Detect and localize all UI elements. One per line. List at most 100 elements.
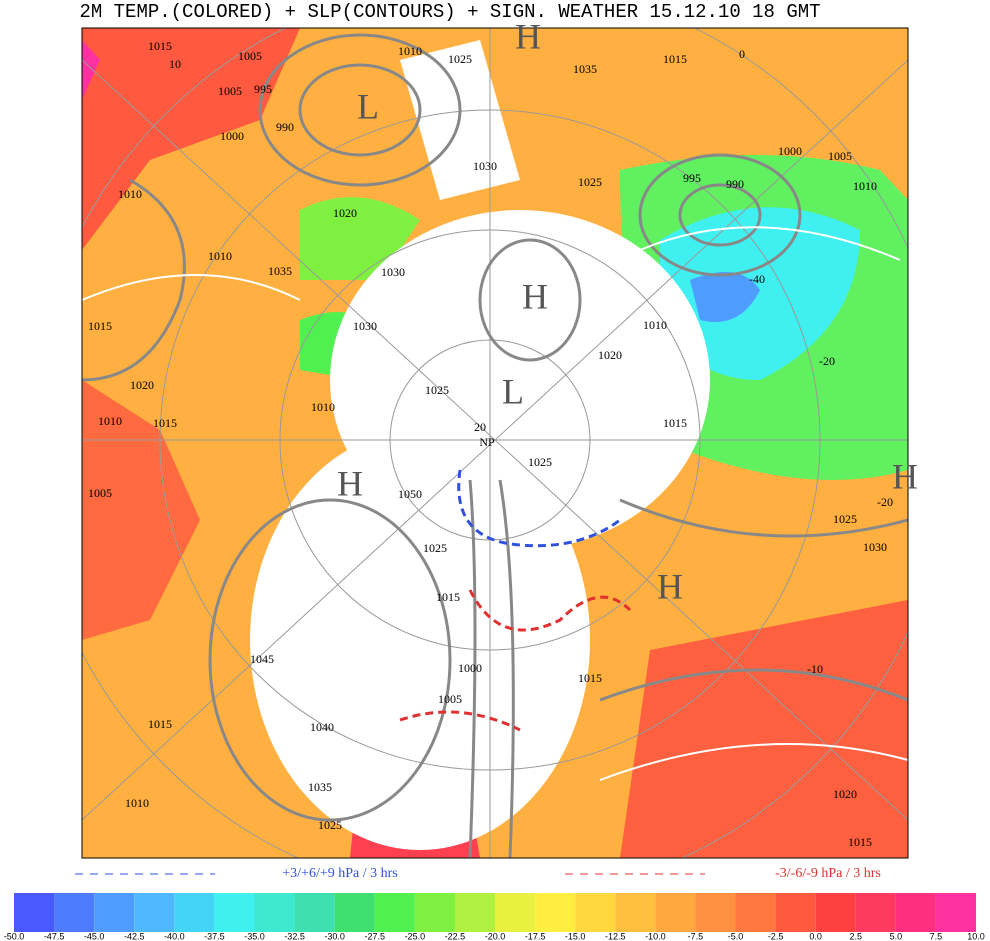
- shape: [620, 600, 908, 858]
- color-box: [775, 893, 816, 932]
- pressure-center: L: [357, 86, 379, 126]
- isobar-label: 1025: [425, 383, 449, 397]
- isobar-label: 1015: [436, 590, 460, 604]
- color-box: [575, 893, 616, 932]
- isobar-label: 1000: [458, 661, 482, 675]
- colorbar-label: -15.0: [565, 931, 586, 941]
- color-box: [655, 893, 696, 932]
- isobar-label: 1015: [148, 717, 172, 731]
- title: 2M TEMP.(COLORED) + SLP(CONTOURS) + SIGN…: [79, 1, 820, 23]
- colorbar-label: 0.0: [809, 931, 822, 941]
- isobar-label: 1020: [598, 348, 622, 362]
- color-box: [695, 893, 736, 932]
- isobar-label: 1020: [833, 787, 857, 801]
- shape: [250, 430, 590, 850]
- isobar-label: 995: [254, 82, 272, 96]
- isobar-label: 1025: [423, 541, 447, 555]
- colorbar-label: -27.5: [364, 931, 385, 941]
- isotherm-label: -20: [819, 354, 835, 368]
- isobar-label: 1030: [381, 265, 405, 279]
- shape: [298, 63, 422, 157]
- pressure-center: H: [522, 276, 548, 316]
- color-box: [495, 893, 536, 932]
- colorbar-label: -5.0: [728, 931, 744, 941]
- color-box: [855, 893, 896, 932]
- isobar-label: 1030: [863, 540, 887, 554]
- colorbar-label: -25.0: [405, 931, 426, 941]
- isobar-label: 1035: [573, 62, 597, 76]
- isobar-label: 1010: [208, 249, 232, 263]
- isobar-label: 10: [169, 57, 181, 71]
- isobar-label: 1010: [98, 414, 122, 428]
- isobar-label: 1010: [125, 796, 149, 810]
- rise-contour: [457, 469, 621, 548]
- isobars: [82, 33, 908, 858]
- colorbar-label: -37.5: [204, 931, 225, 941]
- rise-label: +3/+6/+9 hPa / 3 hrs: [282, 866, 397, 881]
- fall-contour: [399, 589, 632, 732]
- shape: [639, 226, 901, 261]
- pressure-center: H: [657, 566, 683, 606]
- isobar-label: 1015: [153, 416, 177, 430]
- colorbar-label: -12.5: [605, 931, 626, 941]
- isobar-label: 1020: [130, 378, 154, 392]
- isobar-label: 1010: [311, 400, 335, 414]
- colorbar: -50.0 -47.5 -45.0 -42.5 -40.0 -37.5 -35.0 -32.5…: [4, 893, 985, 941]
- isotherm-label: -10: [807, 662, 823, 676]
- isobar-label: 1025: [528, 455, 552, 469]
- color-box: [735, 893, 776, 932]
- pressure-center: H: [892, 456, 918, 496]
- shape: [82, 178, 186, 382]
- colorbar-label: -30.0: [324, 931, 345, 941]
- isobar-label: 1015: [88, 319, 112, 333]
- isobar-label: 1015: [663, 52, 687, 66]
- colorbar-label: -50.0: [4, 931, 25, 941]
- isobar-label: 1050: [398, 487, 422, 501]
- colorbar-label: -22.5: [445, 931, 466, 941]
- colorbar-label: 7.5: [930, 931, 943, 941]
- isobar-label: 995: [683, 171, 701, 185]
- isobar-label: 1040: [310, 720, 334, 734]
- isobar-label: 1015: [848, 835, 872, 849]
- colorbar-label: -2.5: [768, 931, 784, 941]
- shape: [82, 59, 908, 821]
- isobar-label: 1030: [473, 159, 497, 173]
- shape: [258, 33, 462, 187]
- isotherms: [82, 226, 908, 781]
- pressure-center: L: [502, 371, 524, 411]
- color-box: [895, 893, 936, 932]
- colorbar-label: -47.5: [44, 931, 65, 941]
- isobar-label: 1035: [308, 780, 332, 794]
- isobar-label: 990: [276, 120, 294, 134]
- color-box: [174, 893, 215, 932]
- shape: [468, 479, 477, 858]
- color-box: [294, 893, 335, 932]
- shape: [599, 743, 908, 781]
- isobar-label: 1030: [353, 319, 377, 333]
- isobar-label: 990: [726, 177, 744, 191]
- shape: [638, 153, 802, 277]
- isobar-label: 1020: [333, 206, 357, 220]
- shape: [478, 238, 582, 362]
- north-pole: NP: [479, 435, 495, 449]
- color-box: [134, 893, 175, 932]
- temperature-field: [82, 28, 908, 858]
- isobar-label: 1010: [118, 187, 142, 201]
- color-box: [935, 893, 976, 932]
- isobar-label: 0: [739, 47, 745, 61]
- isobar-label: 1025: [578, 175, 602, 189]
- color-box: [414, 893, 455, 932]
- shape: [82, 40, 100, 100]
- fall-label: -3/-6/-9 hPa / 3 hrs: [775, 866, 881, 881]
- isobar-label: 1005: [218, 84, 242, 98]
- colorbar-label: -45.0: [84, 931, 105, 941]
- color-box: [374, 893, 415, 932]
- colorbar-label: -7.5: [688, 931, 704, 941]
- colorbar-label: -40.0: [164, 931, 185, 941]
- colorbar-label: -10.0: [645, 931, 666, 941]
- colorbar-label: 2.5: [849, 931, 862, 941]
- isotherm-label: 20: [474, 420, 486, 434]
- pressure-center: H: [337, 463, 363, 503]
- color-box: [214, 893, 255, 932]
